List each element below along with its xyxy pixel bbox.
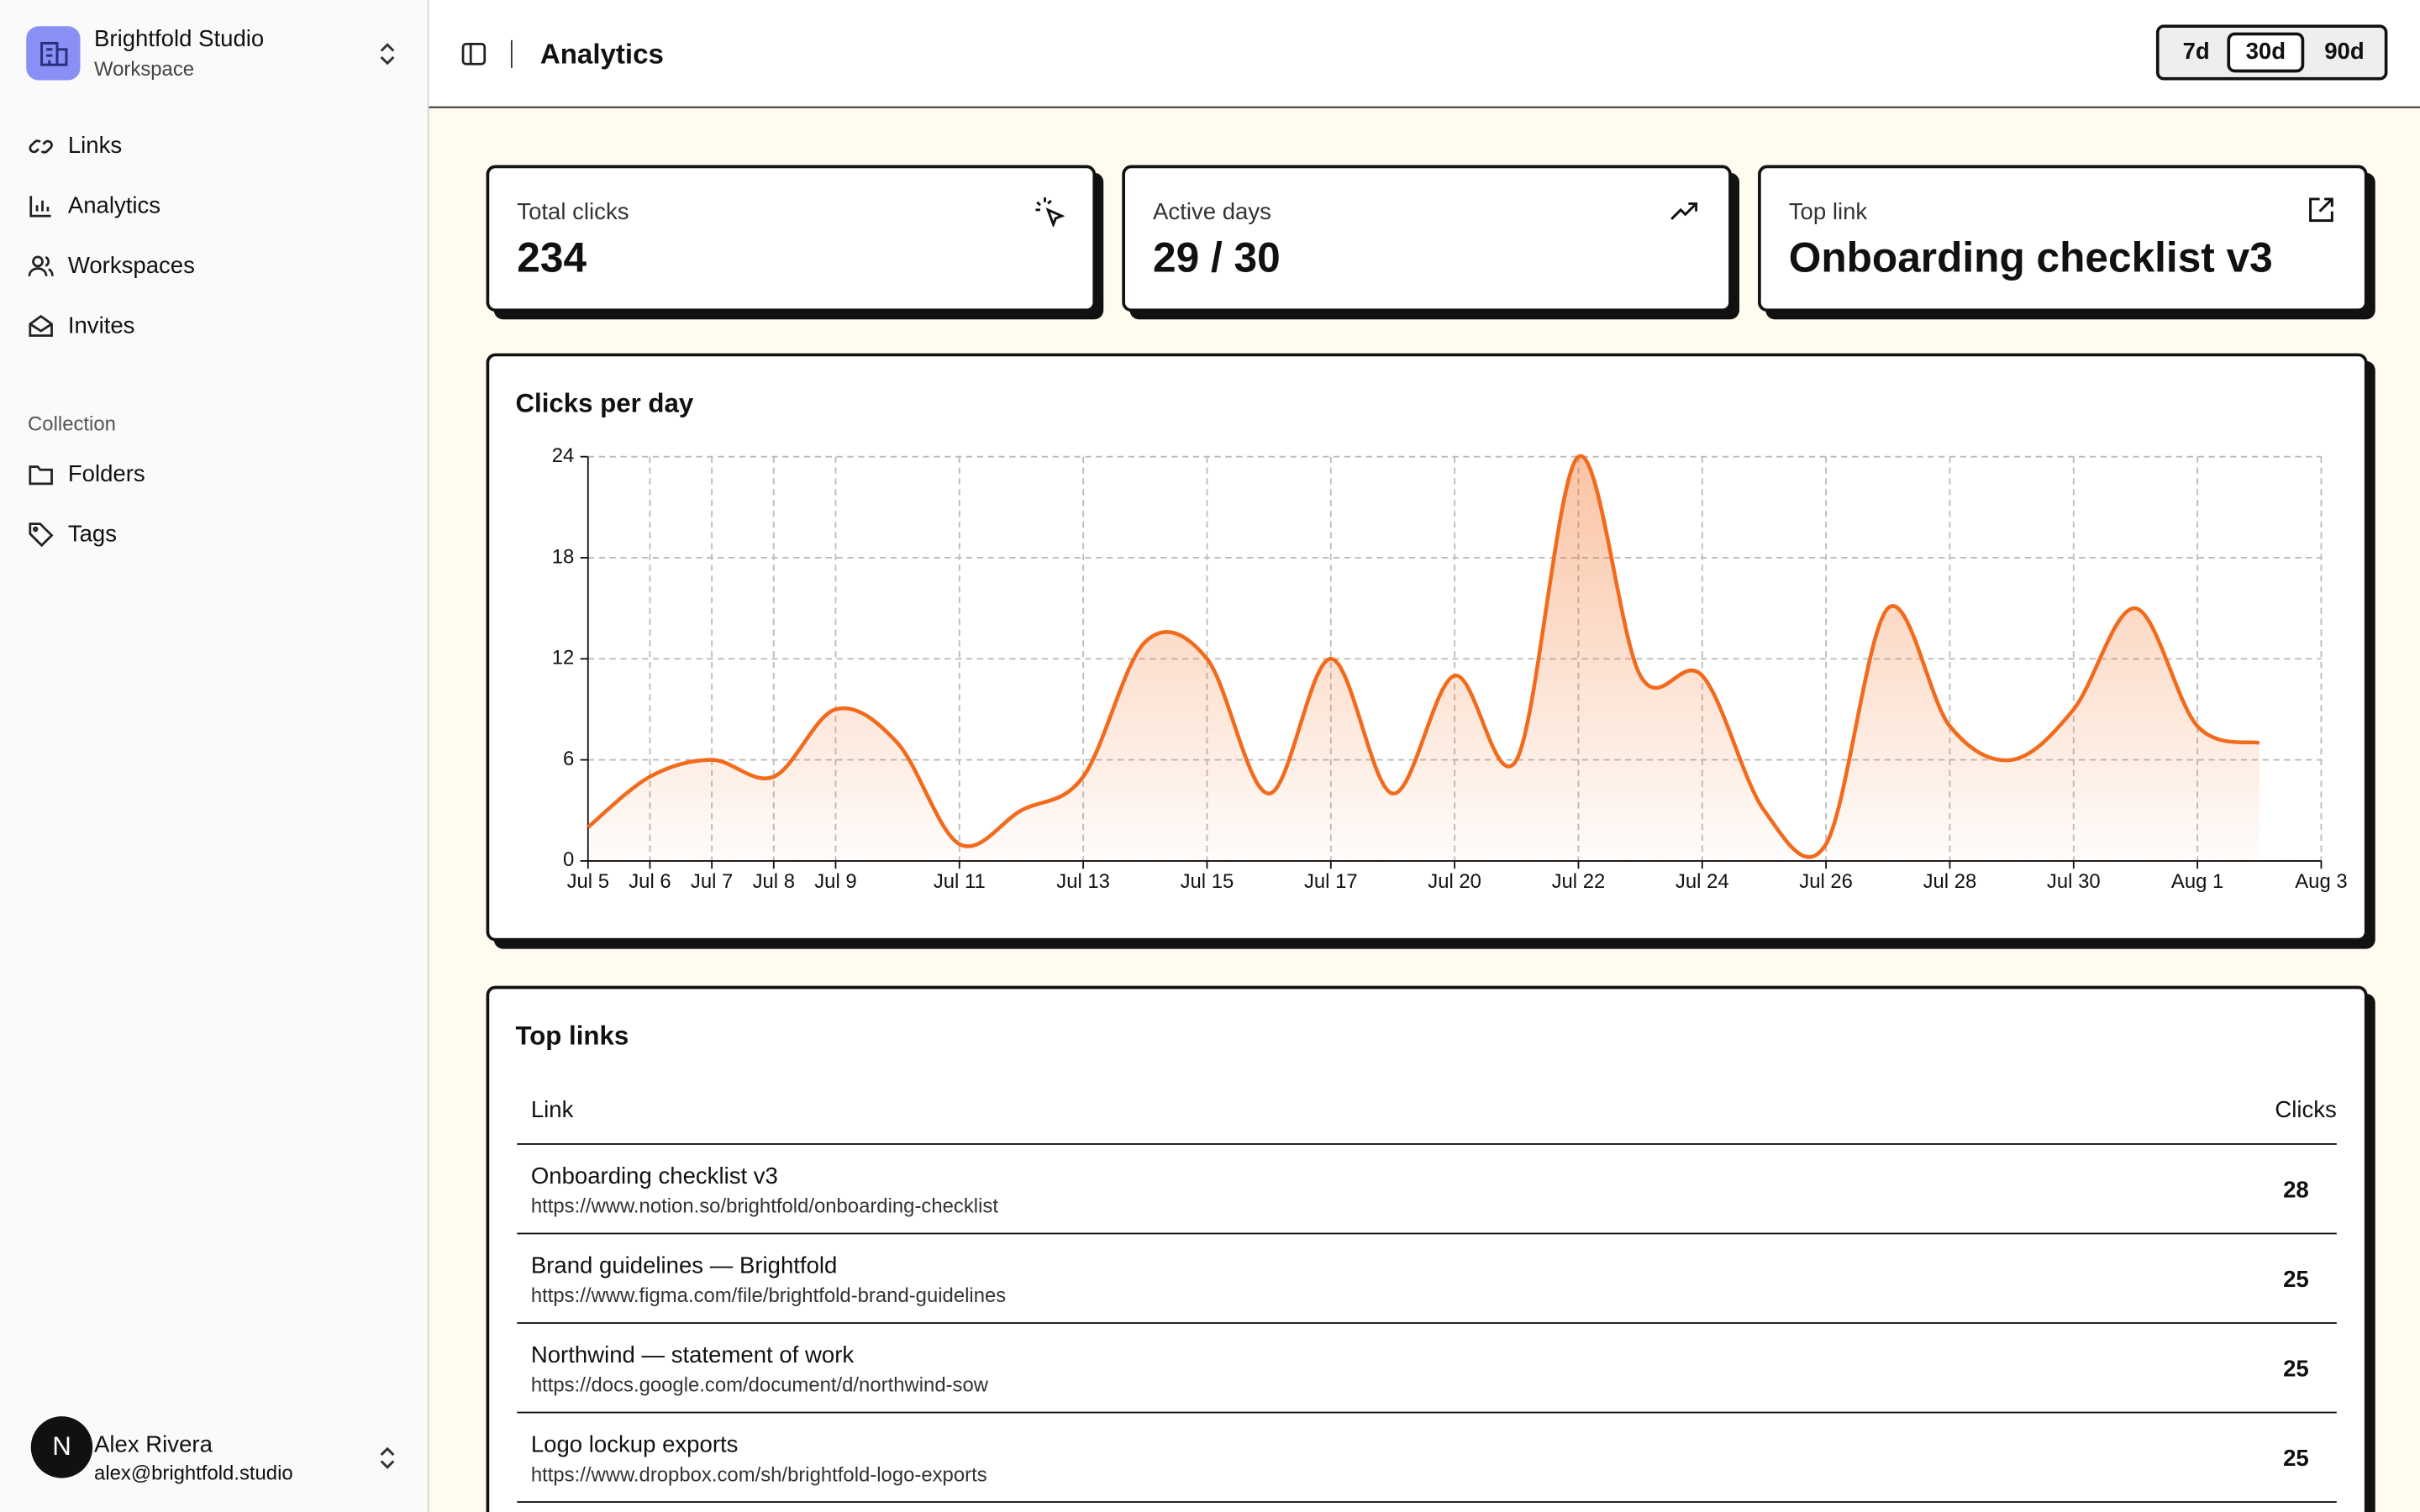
nav-item[interactable]: Links xyxy=(28,133,122,159)
stat-value: 29 / 30 xyxy=(1153,234,1281,281)
y-tick-label: 0 xyxy=(563,848,574,871)
nav-icon xyxy=(29,465,53,486)
line xyxy=(587,454,2260,859)
nav-icon xyxy=(28,255,54,276)
nav-label: Analytics xyxy=(67,192,161,219)
nav-icon xyxy=(29,196,51,218)
x-tick-label: Aug 3 xyxy=(2295,870,2347,893)
nav-item[interactable]: Invites xyxy=(28,313,134,339)
user-menu-icon[interactable] xyxy=(376,1446,398,1470)
chart-title: Clicks per day xyxy=(515,388,694,418)
link-clicks: 25 xyxy=(2283,1446,2309,1473)
x-tick-label: Jul 9 xyxy=(814,870,856,893)
y-tick-label: 12 xyxy=(552,647,575,669)
stat-card: Active days 29 / 30 xyxy=(1122,165,1732,312)
stat-icon xyxy=(1670,196,1701,227)
y-tick-label: 6 xyxy=(563,748,574,770)
stat-label: Total clicks xyxy=(517,198,629,226)
stat-card: Total clicks 234 xyxy=(486,165,1097,312)
column-header: Clicks xyxy=(2275,1096,2337,1124)
table-row[interactable]: Brand guidelines — Brightfold https://www… xyxy=(517,1234,2337,1324)
range-toggle: 7d 30d 90d xyxy=(2155,24,2388,81)
link-clicks: 28 xyxy=(2283,1177,2309,1204)
nav-icon xyxy=(29,522,54,548)
range-option[interactable]: 7d xyxy=(2182,38,2210,66)
link-title: Northwind — statement of work xyxy=(530,1341,855,1369)
sidebar-toggle[interactable] xyxy=(461,42,487,66)
y-tick-label: 18 xyxy=(552,545,575,568)
workspace-name: Brightfold Studio xyxy=(94,26,265,53)
table-row[interactable]: Logo lockup exports https://www.dropbox.c… xyxy=(517,1413,2337,1503)
column-header: Link xyxy=(530,1096,574,1124)
header: Analytics 7d 30d 90d xyxy=(429,0,2420,108)
stat-value: Onboarding checklist v3 xyxy=(1788,234,2273,281)
switcher-icon[interactable] xyxy=(376,42,398,66)
nav-item[interactable]: Analytics xyxy=(28,193,160,219)
x-tick-label: Jul 26 xyxy=(1799,870,1853,893)
table-row[interactable]: Northwind — statement of work https://doc… xyxy=(517,1324,2337,1414)
x-tick-label: Jul 8 xyxy=(753,870,795,893)
x-tick-label: Jul 6 xyxy=(629,870,671,893)
x-tick-label: Jul 5 xyxy=(567,870,609,893)
table-card: Top links Link Clicks Onboarding checkli… xyxy=(486,985,2368,1512)
range-option[interactable]: 30d xyxy=(2227,32,2305,73)
link-url: https://www.dropbox.com/sh/brightfold-lo… xyxy=(530,1462,987,1486)
x-tick-label: Jul 20 xyxy=(1428,870,1481,893)
nav-icon xyxy=(29,139,53,154)
table-row[interactable]: Onboarding checklist v3 https://www.notio… xyxy=(517,1145,2337,1235)
y-tick-label: 24 xyxy=(552,444,575,467)
stat-icon xyxy=(2306,196,2337,227)
stat-value: 234 xyxy=(517,234,587,281)
nav-label: Links xyxy=(67,132,123,160)
x-tick-label: Jul 11 xyxy=(934,870,986,893)
x-tick-label: Jul 13 xyxy=(1056,870,1110,893)
x-tick-label: Jul 28 xyxy=(1923,870,1977,893)
header-rule xyxy=(517,1143,2337,1145)
nav-icon xyxy=(29,314,53,337)
stat-icon xyxy=(1034,196,1065,228)
link-url: https://www.figma.com/file/brightfold-br… xyxy=(530,1284,1007,1307)
x-tick-label: Aug 1 xyxy=(2171,870,2223,893)
table-title: Top links xyxy=(515,1021,629,1051)
user-email: alex@brightfold.studio xyxy=(94,1461,293,1484)
sidebar: Brightfold Studio Workspace Links Analyti… xyxy=(0,0,429,1512)
stat-label: Active days xyxy=(1153,198,1271,226)
workspace-logo[interactable] xyxy=(26,26,81,81)
link-clicks: 25 xyxy=(2283,1356,2309,1383)
nav-label: Tags xyxy=(67,521,118,549)
x-tick-label: Jul 7 xyxy=(691,870,733,893)
link-clicks: 25 xyxy=(2283,1266,2309,1294)
nav-label: Folders xyxy=(67,461,145,488)
link-url: https://docs.google.com/document/d/north… xyxy=(530,1373,989,1397)
page-title: Analytics xyxy=(539,38,664,70)
section-label: Collection xyxy=(28,412,116,435)
x-tick-label: Jul 30 xyxy=(2047,870,2101,893)
x-tick-label: Jul 22 xyxy=(1552,870,1606,893)
nav-item[interactable]: Workspaces xyxy=(28,253,195,279)
stat-card: Top link Onboarding checklist v3 xyxy=(1758,165,2368,312)
area xyxy=(587,455,2260,861)
nav-label: Invites xyxy=(67,312,135,340)
nav-item[interactable]: Folders xyxy=(28,461,145,487)
link-title: Onboarding checklist v3 xyxy=(530,1163,778,1190)
user-name: Alex Rivera xyxy=(94,1431,213,1458)
link-title: Logo lockup exports xyxy=(530,1431,739,1458)
avatar[interactable]: N xyxy=(30,1416,93,1478)
link-url: https://www.notion.so/brightfold/onboard… xyxy=(530,1194,998,1218)
nav-label: Workspaces xyxy=(67,253,195,280)
stat-label: Top link xyxy=(1788,198,1868,226)
range-option[interactable]: 90d xyxy=(2324,38,2365,66)
workspace-subtitle: Workspace xyxy=(94,56,195,81)
link-title: Brand guidelines — Brightfold xyxy=(530,1252,838,1279)
nav-item[interactable]: Tags xyxy=(28,522,117,548)
x-tick-label: Jul 17 xyxy=(1304,870,1358,893)
x-tick-label: Jul 15 xyxy=(1181,870,1234,893)
x-tick-label: Jul 24 xyxy=(1676,870,1729,893)
divider xyxy=(510,39,513,68)
